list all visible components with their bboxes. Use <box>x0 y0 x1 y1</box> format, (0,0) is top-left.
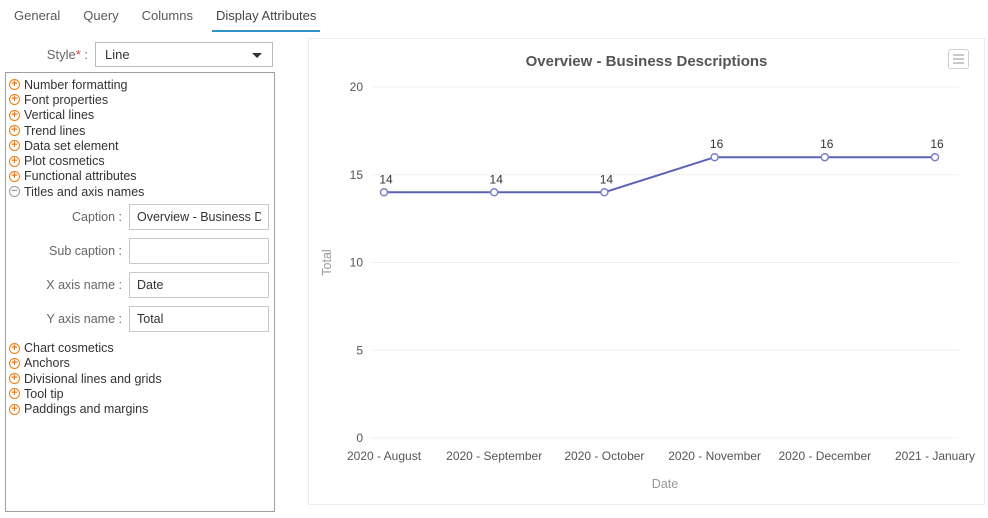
expand-icon[interactable]: + <box>9 342 20 354</box>
x-category-label: 2020 - August <box>347 449 422 463</box>
tree-item-vertical-lines[interactable]: + Vertical lines <box>9 108 274 123</box>
style-dropdown-value: Line <box>105 47 130 62</box>
style-dropdown[interactable]: Line <box>95 42 273 67</box>
x-category-label: 2020 - December <box>778 449 871 463</box>
chart-panel: Overview - Business Descriptions 0 5 10 15 2… <box>308 38 985 505</box>
data-label: 16 <box>710 137 724 151</box>
data-label: 16 <box>820 137 834 151</box>
data-point-marker[interactable] <box>710 152 719 162</box>
sub-caption-input[interactable] <box>129 238 269 265</box>
y-tick-label: 20 <box>350 80 364 94</box>
x-category-label: 2021 - January <box>895 449 975 463</box>
tree-item-label: Chart cosmetics <box>24 341 114 356</box>
x-axis-title: Date <box>652 477 678 491</box>
tree-item-tool-tip[interactable]: + Tool tip <box>9 386 274 401</box>
caret-down-icon <box>252 53 262 58</box>
tree-item-label: Data set element <box>24 138 119 153</box>
y-tick-label: 0 <box>356 431 363 445</box>
chart-title: Overview - Business Descriptions <box>525 53 768 70</box>
form-row-x-axis-name: X axis name : <box>9 272 274 299</box>
tree-item-titles-and-axis-names[interactable]: − Titles and axis names <box>9 184 274 199</box>
data-label: 16 <box>930 137 944 151</box>
data-label: 14 <box>379 172 393 186</box>
tree-item-label: Tool tip <box>24 386 64 401</box>
tree-item-label: Number formatting <box>24 77 128 92</box>
collapse-icon[interactable]: − <box>9 186 20 198</box>
tree-item-label: Vertical lines <box>24 108 95 123</box>
tree-item-anchors[interactable]: + Anchors <box>9 356 274 371</box>
tab-general[interactable]: General <box>14 8 61 23</box>
tree-item-paddings-and-margins[interactable]: + Paddings and margins <box>9 402 274 417</box>
data-point-marker[interactable] <box>930 152 940 162</box>
expand-icon[interactable]: + <box>9 403 20 415</box>
tree-item-chart-cosmetics[interactable]: + Chart cosmetics <box>9 340 274 355</box>
y-axis-name-label: Y axis name : <box>46 312 122 327</box>
tree-item-label: Titles and axis names <box>24 184 145 199</box>
tab-query[interactable]: Query <box>83 8 119 23</box>
tree-item-label: Plot cosmetics <box>24 154 105 169</box>
required-asterisk: * <box>75 47 81 62</box>
expand-icon[interactable]: + <box>9 94 20 106</box>
tree-item-functional-attributes[interactable]: + Functional attributes <box>9 169 274 184</box>
tree-item-label: Trend lines <box>24 123 86 138</box>
data-point-marker[interactable] <box>489 188 499 197</box>
display-attributes-tree-panel: + Number formatting + Font properties + Verti… <box>5 72 275 512</box>
form-row-caption: Caption : <box>9 204 274 231</box>
x-axis-name-label: X axis name : <box>46 278 122 293</box>
expand-icon[interactable]: + <box>9 357 20 369</box>
x-category-label: 2020 - November <box>668 449 761 463</box>
form-row-y-axis-name: Y axis name : <box>9 306 274 333</box>
data-point-marker[interactable] <box>600 188 609 197</box>
y-tick-label: 15 <box>350 168 364 182</box>
style-field-row: Style* : Line <box>0 42 280 68</box>
expand-icon[interactable]: + <box>9 373 20 385</box>
tree-item-label: Paddings and margins <box>24 402 149 417</box>
y-axis-name-input[interactable] <box>129 306 269 333</box>
sub-caption-label: Sub caption : <box>49 244 122 259</box>
data-point-marker[interactable] <box>820 152 830 162</box>
expand-icon[interactable]: + <box>9 155 20 167</box>
x-category-label: 2020 - October <box>564 449 644 463</box>
tree-item-plot-cosmetics[interactable]: + Plot cosmetics <box>9 153 274 168</box>
tree-item-label: Functional attributes <box>24 169 137 184</box>
series-line <box>384 156 935 194</box>
expand-icon[interactable]: + <box>9 388 20 400</box>
tree-item-number-formatting[interactable]: + Number formatting <box>9 77 274 92</box>
tree-item-data-set-element[interactable]: + Data set element <box>9 138 274 153</box>
data-point-marker[interactable] <box>379 188 389 197</box>
y-axis-title: Total <box>320 249 334 275</box>
expand-icon[interactable]: + <box>9 79 20 91</box>
tree-item-label: Anchors <box>24 356 70 371</box>
caption-input[interactable] <box>129 204 269 231</box>
style-field-label: Style* : <box>46 47 88 62</box>
form-row-sub-caption: Sub caption : <box>9 238 274 265</box>
x-axis-name-input[interactable] <box>129 272 269 299</box>
tree-items-top: + Number formatting + Font properties + Verti… <box>9 77 274 199</box>
tab-display-attributes[interactable]: Display Attributes <box>211 0 321 32</box>
tree-items-bottom: + Chart cosmetics + Anchors + Divisional line… <box>9 340 274 416</box>
x-category-label: 2020 - September <box>446 449 542 463</box>
expand-icon[interactable]: + <box>9 125 20 137</box>
expand-icon[interactable]: + <box>9 109 20 121</box>
tab-bar: General Query Columns Display Attributes <box>0 0 321 32</box>
tree-item-label: Font properties <box>24 92 109 107</box>
tree-item-font-properties[interactable]: + Font properties <box>9 92 274 107</box>
expand-icon[interactable]: + <box>9 170 20 182</box>
data-label: 14 <box>600 172 614 186</box>
expand-icon[interactable]: + <box>9 140 20 152</box>
tree-item-divisional-lines-and-grids[interactable]: + Divisional lines and grids <box>9 371 274 386</box>
titles-axis-form: Caption : Sub caption : X axis name : Y axi… <box>9 204 274 333</box>
line-chart: 0 5 10 15 20 14 2020 - August 14 2020 - Septembe… <box>320 80 975 491</box>
hamburger-menu-icon[interactable] <box>948 49 969 69</box>
tree-item-label: Divisional lines and grids <box>24 371 162 386</box>
tab-columns[interactable]: Columns <box>141 8 193 23</box>
tree-item-trend-lines[interactable]: + Trend lines <box>9 123 274 138</box>
y-tick-label: 10 <box>350 256 364 270</box>
data-label: 14 <box>490 172 504 186</box>
y-tick-label: 5 <box>356 343 363 357</box>
caption-label: Caption : <box>71 210 122 225</box>
